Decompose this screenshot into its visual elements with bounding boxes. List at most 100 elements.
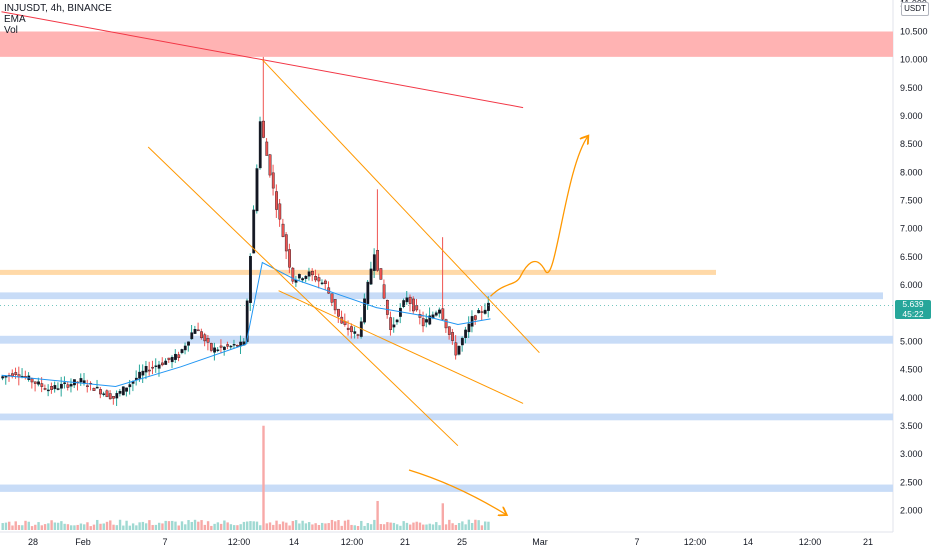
volume-bar [317,524,321,530]
candle-body [219,345,223,348]
candle-body [161,362,164,366]
candle-body [480,311,484,313]
volume-bar [311,524,314,530]
y-tick-label: 5.000 [900,336,923,346]
candle-body [66,384,70,388]
volume-bar [167,521,171,530]
volume-bar [99,523,102,530]
volume-bar [483,521,487,530]
candle-body [63,382,67,384]
volume-bar [288,525,291,530]
volume-bar [105,521,109,530]
x-tick-label: 12:00 [228,537,251,547]
volume-bar [438,525,441,530]
candle-body [118,390,122,394]
volume-bar [255,521,259,530]
candles-layer [1,56,490,406]
volume-bar [73,525,76,530]
volume-bar [14,521,17,530]
candle-body [200,331,203,339]
candle-body [112,396,115,399]
volume-bar [177,525,180,530]
bar-countdown: 45:22 [902,308,924,319]
volume-bar [285,522,288,530]
volume-bar [171,520,174,530]
legend-ema: EMA [4,14,26,25]
volume-bar [246,521,249,530]
candle-body [252,209,256,254]
volume-bar [226,522,229,530]
volume-bar [60,521,63,530]
volume-bar [379,524,383,530]
candle-body [206,338,210,343]
volume-bar [405,522,409,530]
x-tick-label: Feb [75,537,91,547]
volume-bar [154,524,158,530]
volume-bar [157,522,161,530]
y-tick-label: 6.000 [900,280,923,290]
candle-body [483,309,487,314]
volume-bar [151,525,154,530]
y-tick-label: 3.500 [900,421,923,431]
candle-body [213,347,216,353]
volume-bar [83,524,86,530]
volume-bar [4,522,8,530]
volume-bar [30,526,34,530]
y-tick-label: 2.000 [900,505,923,515]
candle-body [288,249,291,268]
trendline-orange [261,59,540,354]
candle-body [170,357,174,363]
y-tick-label: 4.000 [900,393,923,403]
candle-body [216,349,220,352]
volume-bar [47,523,50,530]
volume-bar [415,521,418,530]
volume-bar [425,524,428,530]
y-tick-label: 3.000 [900,449,923,459]
candle-body [304,275,308,279]
candle-body [275,191,278,210]
x-tick-label: 12:00 [684,537,707,547]
volume-bar [461,521,464,530]
candle-body [337,308,340,317]
candle-body [369,268,373,285]
x-tick-label: 12:00 [799,537,822,547]
ema-layer [1,261,491,388]
candle-body [425,319,428,323]
candle-body [392,324,396,328]
candle-body [255,168,259,212]
volume-bar [382,524,386,530]
volume-bar [206,521,210,530]
candle-body [164,360,168,365]
volume-bar [112,524,115,530]
volume-bar [422,524,425,530]
candle-body [69,383,73,387]
volume-bar [53,522,57,530]
volume-bar [467,519,471,530]
zone-blue [0,292,883,300]
volume-bar [86,522,89,530]
candle-body [262,120,265,138]
volume-bar [412,522,415,530]
price-scale-bg [893,0,932,550]
volume-bar [216,522,220,530]
candle-body [434,312,438,316]
candle-body [115,393,119,399]
volume-bar [265,523,268,530]
candle-body [284,234,288,252]
candle-body [477,310,481,314]
drawings-layer [0,11,893,515]
candle-body [50,386,54,390]
volume-bar [223,520,226,530]
candle-body [151,366,155,369]
volume-bar [291,521,295,530]
candle-body [102,393,106,395]
currency-badge[interactable]: USDT [901,2,929,16]
volume-bar [395,524,399,530]
volume-bar [92,524,96,530]
volume-bar [115,525,118,530]
volume-bar [180,521,184,530]
volume-bar [474,519,477,530]
time-axis-ticks: 28 Feb 7 12:00 14 12:00 21 25 Mar 7 12:00 14 12:00 21 [28,537,873,547]
candle-body [258,121,262,169]
